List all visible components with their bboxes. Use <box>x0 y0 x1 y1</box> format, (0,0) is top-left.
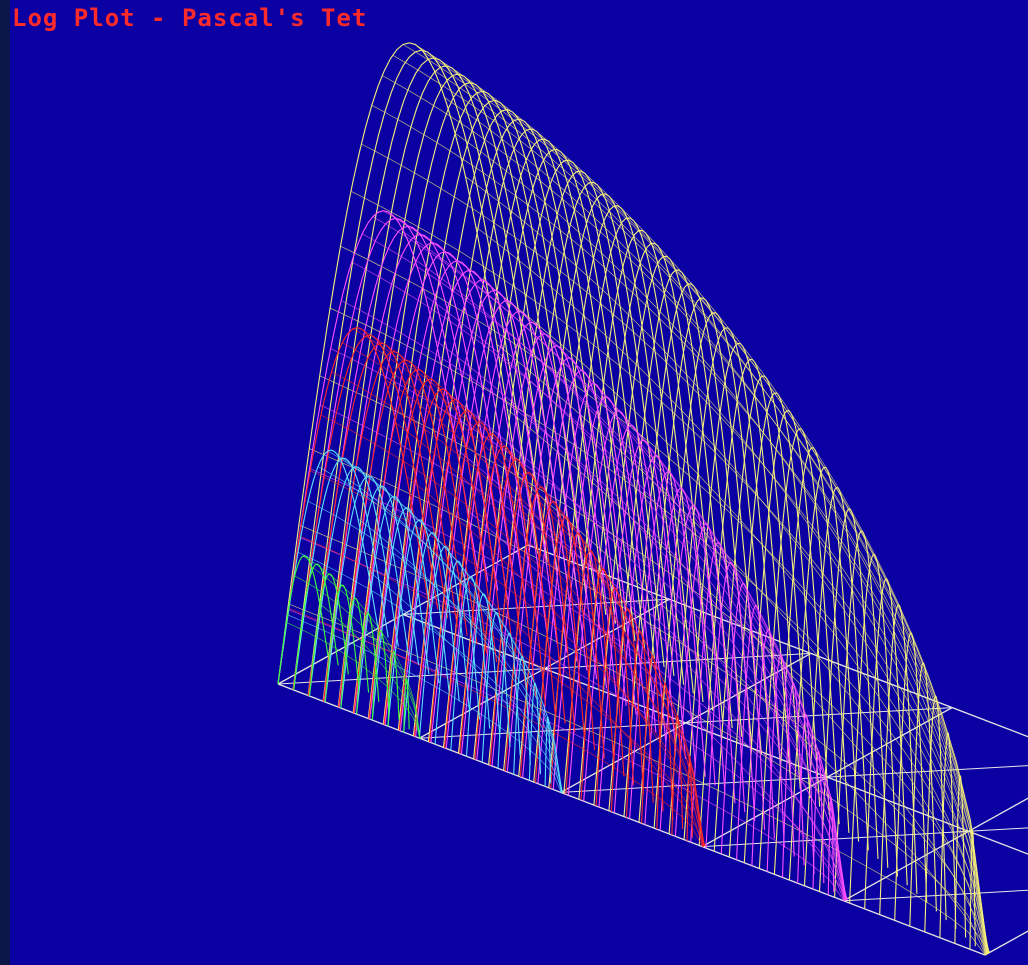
surface-arch <box>476 333 608 761</box>
surface-contour <box>423 52 989 954</box>
grid-line-long <box>277 683 986 956</box>
surface-contour <box>374 347 705 846</box>
surface-contour <box>298 536 845 901</box>
surface-contour <box>383 210 847 900</box>
surface-arch <box>430 300 578 743</box>
surface-contour <box>361 143 988 955</box>
surface-contour <box>319 404 845 901</box>
surface-contour <box>454 133 989 954</box>
surface-contour <box>414 259 847 900</box>
surface-contour <box>311 566 421 738</box>
surface-arch <box>659 505 726 831</box>
surface-contour <box>465 176 990 953</box>
surface-contour <box>294 575 421 739</box>
surface-contour <box>299 535 703 847</box>
surface-arch <box>552 396 657 790</box>
grid-line-long <box>527 544 1028 738</box>
surface-contour <box>357 518 563 792</box>
surface-contour <box>341 300 846 901</box>
surface-arch <box>277 210 479 685</box>
grid-line-diagonal <box>968 827 1028 832</box>
surface-arch <box>491 345 617 767</box>
plot-title: Log Plot - Pascal's Tet <box>12 4 368 32</box>
surface-contour <box>486 282 990 953</box>
surface-series <box>277 555 421 739</box>
surface-contour <box>309 468 845 901</box>
surface-contour <box>475 226 990 953</box>
surface-arch <box>460 321 598 755</box>
surface-contour <box>288 603 986 956</box>
surface-arch <box>583 424 677 802</box>
surface-contour <box>371 104 988 955</box>
surface-contour <box>297 551 562 793</box>
surface-arch <box>803 486 869 886</box>
grid-line-diagonal <box>685 707 953 724</box>
surface-contour <box>362 233 846 900</box>
surface-arch <box>399 279 558 731</box>
surface-series <box>277 449 564 793</box>
surface-contour <box>506 408 990 953</box>
surface-contour <box>425 295 847 900</box>
surface-contour <box>347 478 563 792</box>
surface-contour <box>350 190 987 955</box>
grid-line-diagonal <box>827 765 1028 778</box>
surface-contour <box>319 603 421 738</box>
surface-wireframes <box>277 42 991 956</box>
surface-contour <box>404 232 847 900</box>
surface-contour <box>337 455 563 792</box>
surface-contour <box>444 97 989 954</box>
surface-arch <box>629 471 706 819</box>
surface-contour <box>351 261 846 901</box>
surface-contour <box>395 422 705 846</box>
surface-contour <box>402 44 988 954</box>
surface-contour <box>340 245 987 955</box>
surface-series <box>277 42 991 956</box>
surface-contour <box>382 75 988 954</box>
surface-series <box>277 210 848 902</box>
surface-contour <box>413 43 989 954</box>
surface-arch <box>292 217 489 690</box>
surface-arch <box>766 654 795 872</box>
surface-contour <box>307 500 562 793</box>
grid-line-diagonal <box>402 598 670 615</box>
surface-contour <box>367 570 563 792</box>
surface-contour <box>392 54 988 954</box>
surface-arch <box>353 251 528 714</box>
surface-contour <box>406 476 706 846</box>
surface-contour <box>434 70 989 954</box>
grid-line-diagonal <box>277 668 545 685</box>
surface-contour <box>435 340 848 900</box>
surface-contour <box>384 379 705 846</box>
surface-arch <box>506 357 627 772</box>
surface-contour <box>446 392 848 899</box>
surface-contour <box>496 343 990 953</box>
surface-arch <box>445 310 588 749</box>
surface-contour <box>302 555 421 738</box>
surface-contour <box>309 448 986 955</box>
surface-arch <box>537 383 647 784</box>
surface-contour <box>287 614 562 793</box>
surface-contour <box>319 375 987 955</box>
surface-contour <box>363 330 705 846</box>
surface-arch <box>450 576 491 751</box>
surface-contour <box>456 449 848 899</box>
surface-contour <box>286 622 420 739</box>
grid-line-short <box>984 930 1028 956</box>
surface-contour <box>393 216 847 900</box>
surface-contour <box>372 216 846 900</box>
surface-arch <box>644 487 716 825</box>
surface-contour <box>517 476 991 953</box>
